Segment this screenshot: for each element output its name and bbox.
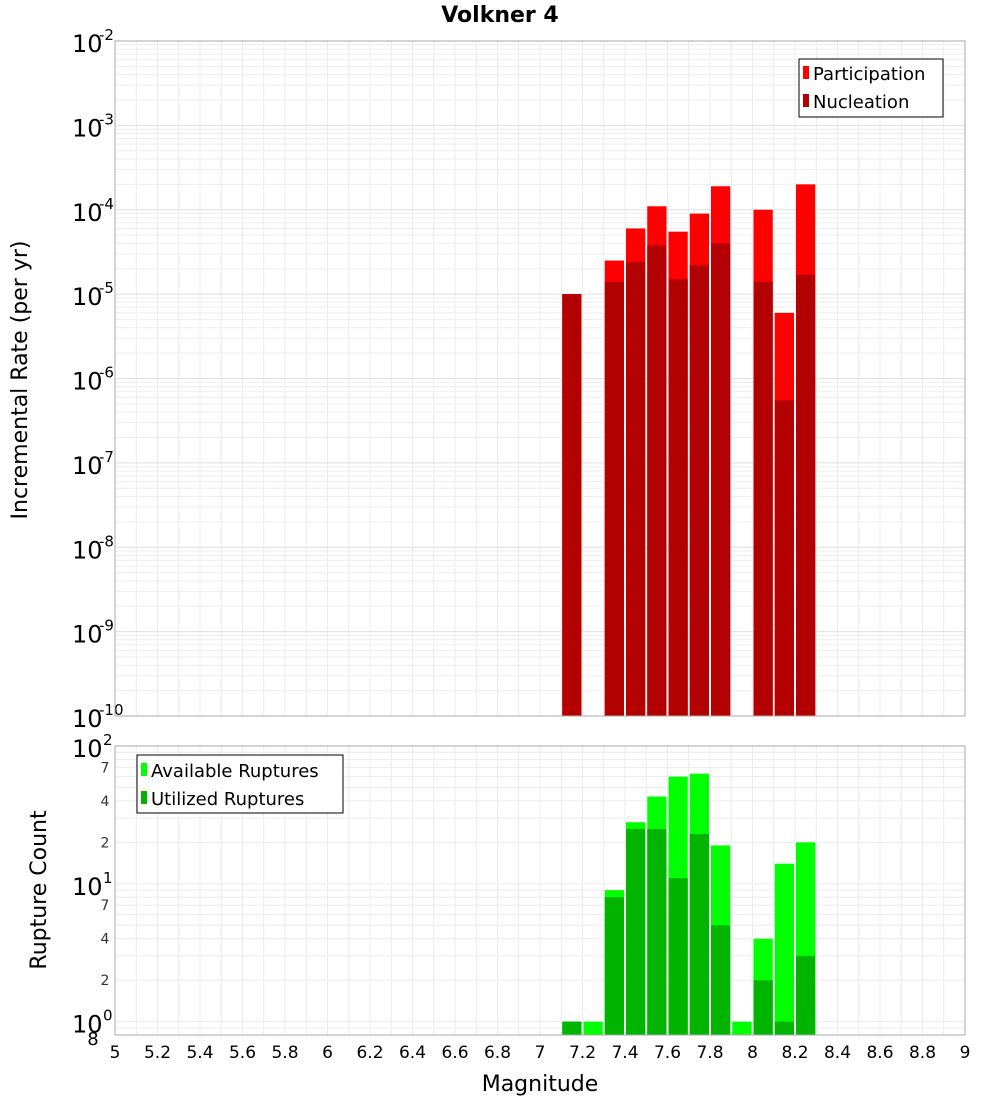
bar-utilized-ruptures: [604, 897, 624, 1035]
y-tick-label: 10: [72, 705, 103, 733]
bar-nucleation: [668, 279, 688, 716]
x-tick-label: 7.6: [654, 1043, 681, 1063]
y-tick-exponent: 1: [103, 869, 113, 887]
bar-utilized-ruptures: [796, 955, 816, 1035]
bar-utilized-ruptures: [668, 878, 688, 1035]
y-tick-exponent: 2: [103, 731, 113, 749]
x-tick-label: 8: [747, 1043, 758, 1063]
bar-nucleation: [562, 294, 582, 716]
x-tick-label: 5.4: [186, 1043, 213, 1063]
bar-utilized-ruptures: [562, 1021, 582, 1035]
bar-nucleation: [604, 281, 624, 716]
x-tick-label: 6.6: [441, 1043, 468, 1063]
y-tick-exponent: -10: [99, 701, 124, 719]
bar-available-ruptures: [732, 1021, 752, 1035]
top-y-tick-labels: 10-210-310-410-510-610-710-810-910-10: [72, 26, 124, 733]
y-tick-label: 10: [72, 283, 103, 311]
x-tick-label: 5.2: [144, 1043, 171, 1063]
y-tick-label: 10: [72, 199, 103, 227]
legend-swatch-participation: [803, 66, 809, 79]
top-legend: Participation Nucleation: [798, 58, 944, 118]
bar-available-ruptures: [583, 1021, 603, 1035]
top-bars: [562, 184, 816, 717]
x-tick-label: 7: [535, 1043, 546, 1063]
x-tick-label: 6.8: [484, 1043, 511, 1063]
y-tick-label: 10: [72, 1011, 103, 1039]
bar-utilized-ruptures: [753, 980, 773, 1035]
legend-label-utilized-ruptures: Utilized Ruptures: [151, 789, 304, 810]
top-y-axis-label: Incremental Rate (per yr): [8, 241, 33, 520]
bar-utilized-ruptures: [647, 828, 667, 1035]
bottom-bars: [562, 773, 816, 1035]
bottom-legend: Available Ruptures Utilized Ruptures: [136, 754, 344, 814]
y-tick-exponent: -3: [99, 110, 114, 128]
x-tick-label: 5: [110, 1043, 121, 1063]
bar-nucleation: [796, 274, 816, 716]
legend-swatch-nucleation: [803, 94, 809, 107]
y-tick-exponent: 0: [103, 1007, 113, 1025]
y-minor-tick-label: 7: [101, 760, 110, 776]
x-tick-label: 6.2: [356, 1043, 383, 1063]
y-minor-tick-label: 7: [101, 898, 110, 914]
y-tick-label: 10: [72, 452, 103, 480]
legend-label-available-ruptures: Available Ruptures: [151, 761, 319, 782]
x-tick-label: 9: [960, 1043, 971, 1063]
y-tick-label: 10: [72, 621, 103, 649]
bar-nucleation: [689, 265, 709, 716]
bottom-y-axis-label: Rupture Count: [27, 810, 52, 970]
x-tick-label: 5.6: [229, 1043, 256, 1063]
bar-utilized-ruptures: [626, 828, 646, 1035]
x-tick-label: 8.4: [824, 1043, 851, 1063]
y-tick-label: 10: [72, 873, 103, 901]
y-tick-exponent: -7: [99, 448, 114, 466]
legend-swatch-available-ruptures: [141, 763, 147, 776]
x-tick-label: 7.2: [569, 1043, 596, 1063]
x-tick-label: 8.8: [909, 1043, 936, 1063]
y-tick-label: 10: [72, 735, 103, 763]
bar-utilized-ruptures: [774, 1021, 794, 1035]
x-tick-label: 8.6: [866, 1043, 893, 1063]
x-tick-label: 7.4: [611, 1043, 638, 1063]
y-tick-exponent: -9: [99, 617, 114, 635]
y-tick-exponent: -8: [99, 532, 114, 550]
bar-utilized-ruptures: [711, 925, 731, 1035]
top-plot-panel: 10-210-310-410-510-610-710-810-910-10 In…: [8, 26, 966, 733]
y-tick-exponent: -5: [99, 279, 114, 297]
y-minor-tick-label: 4: [101, 932, 110, 948]
bar-utilized-ruptures: [689, 833, 709, 1035]
x-tick-label: 6.4: [399, 1043, 426, 1063]
y-minor-tick-label: 4: [101, 794, 110, 810]
bar-nucleation: [626, 262, 646, 716]
x-axis-label: Magnitude: [482, 1072, 599, 1097]
y-tick-label: 10: [72, 536, 103, 564]
x-tick-label: 8.2: [781, 1043, 808, 1063]
y-tick-exponent: -2: [99, 26, 114, 44]
chart-title: Volkner 4: [441, 3, 559, 28]
legend-swatch-utilized-ruptures: [141, 791, 147, 804]
y-tick-exponent: -4: [99, 195, 114, 213]
x-tick-label: 7.8: [696, 1043, 723, 1063]
bar-nucleation: [647, 245, 667, 717]
y-minor-tick-label: 8: [87, 1029, 98, 1050]
bar-nucleation: [711, 243, 731, 717]
top-grid: [114, 41, 966, 717]
y-tick-label: 10: [72, 30, 103, 58]
bar-available-ruptures: [774, 863, 794, 1035]
legend-label-participation: Participation: [813, 64, 925, 85]
bar-nucleation: [753, 281, 773, 716]
x-tick-label: 5.8: [271, 1043, 298, 1063]
legend-label-nucleation: Nucleation: [813, 92, 909, 113]
y-minor-tick-label: 2: [101, 835, 110, 851]
x-axis-tick-labels: 5 5.2 5.4 5.6 5.8 6 6.2 6.4 6.6 6.8 7 7.2 7.4 7.6 7.8 8…: [110, 1043, 971, 1063]
y-minor-tick-label: 2: [101, 973, 110, 989]
bar-nucleation: [774, 400, 794, 716]
y-tick-label: 10: [72, 114, 103, 142]
x-tick-label: 6: [322, 1043, 333, 1063]
y-tick-exponent: -6: [99, 364, 114, 382]
y-tick-label: 10: [72, 368, 103, 396]
